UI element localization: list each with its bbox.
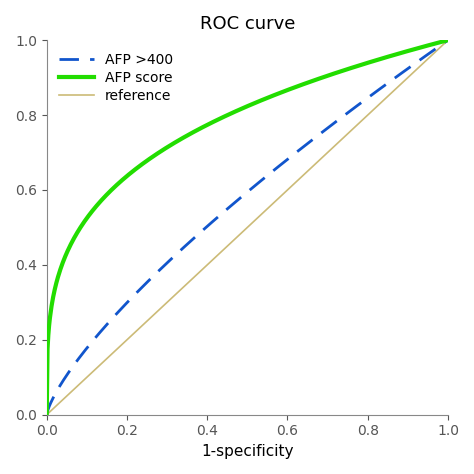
- X-axis label: 1-specificity: 1-specificity: [201, 444, 293, 459]
- Legend: AFP >400, AFP score, reference: AFP >400, AFP score, reference: [54, 47, 179, 109]
- Title: ROC curve: ROC curve: [200, 15, 295, 33]
